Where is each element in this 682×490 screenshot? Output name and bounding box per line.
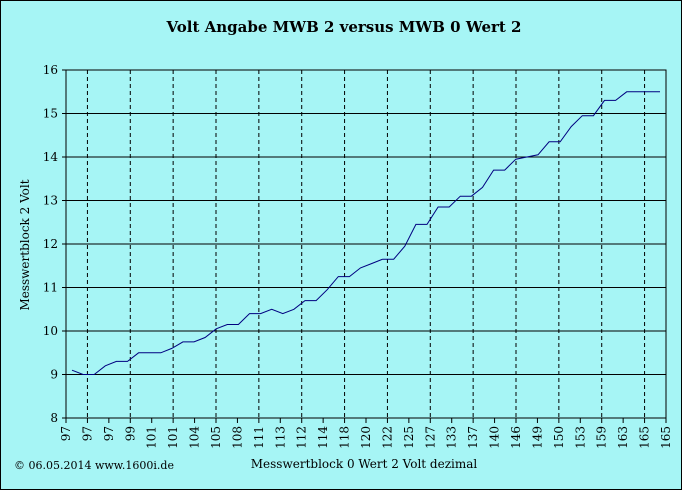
x-tick-label: 150	[552, 426, 566, 449]
copyright-text: © 06.05.2014 www.1600i.de	[14, 459, 174, 472]
x-tick-label: 97	[80, 426, 94, 441]
x-tick-label: 101	[166, 426, 180, 449]
x-tick-label: 149	[530, 426, 544, 449]
x-tick-label: 104	[188, 426, 202, 449]
x-axis-label: Messwertblock 0 Wert 2 Volt dezimal	[251, 457, 478, 471]
grid	[66, 70, 666, 418]
y-tick-label: 13	[43, 194, 58, 208]
x-tick-label: 105	[209, 426, 223, 449]
x-tick-label: 165	[638, 426, 652, 449]
x-tick-label: 99	[123, 426, 137, 441]
y-tick-label: 8	[50, 411, 58, 425]
x-tick-label: 112	[295, 426, 309, 449]
x-tick-label: 125	[402, 426, 416, 449]
y-axis-label: Messwertblock 2 Volt	[18, 179, 32, 310]
y-tick-label: 14	[43, 150, 59, 164]
y-axis: 8 9 10 11 12 13 14 15 16	[43, 63, 66, 425]
x-tick-label: 97	[59, 426, 73, 441]
x-tick-label: 120	[359, 426, 373, 449]
x-tick-label: 111	[252, 426, 266, 449]
x-tick-label: 113	[273, 426, 287, 449]
x-tick-label: 146	[509, 426, 523, 449]
x-tick-label: 127	[423, 426, 437, 449]
y-tick-label: 10	[43, 324, 58, 338]
x-tick-label: 118	[338, 426, 352, 449]
x-tick-label: 122	[380, 426, 394, 449]
x-tick-label: 159	[595, 426, 609, 449]
chart-title: Volt Angabe MWB 2 versus MWB 0 Wert 2	[166, 18, 522, 36]
y-tick-label: 9	[50, 368, 58, 382]
x-axis: 97 97 97 99 101 101 104 105 108 111 113 112 114 118 12…	[59, 418, 673, 449]
x-tick-label: 153	[573, 426, 587, 449]
x-tick-label: 165	[659, 426, 673, 449]
y-tick-label: 16	[43, 63, 58, 77]
x-tick-label: 163	[616, 426, 630, 449]
x-tick-label: 114	[316, 426, 330, 449]
y-tick-label: 15	[43, 107, 58, 121]
x-tick-label: 108	[230, 426, 244, 449]
x-tick-label: 137	[466, 426, 480, 449]
x-tick-label: 133	[445, 426, 459, 449]
y-tick-label: 11	[43, 281, 58, 295]
x-tick-label: 97	[102, 426, 116, 441]
y-tick-label: 12	[43, 237, 58, 251]
x-tick-label: 101	[145, 426, 159, 449]
series-line	[71, 91, 660, 375]
x-tick-label: 140	[488, 426, 502, 449]
